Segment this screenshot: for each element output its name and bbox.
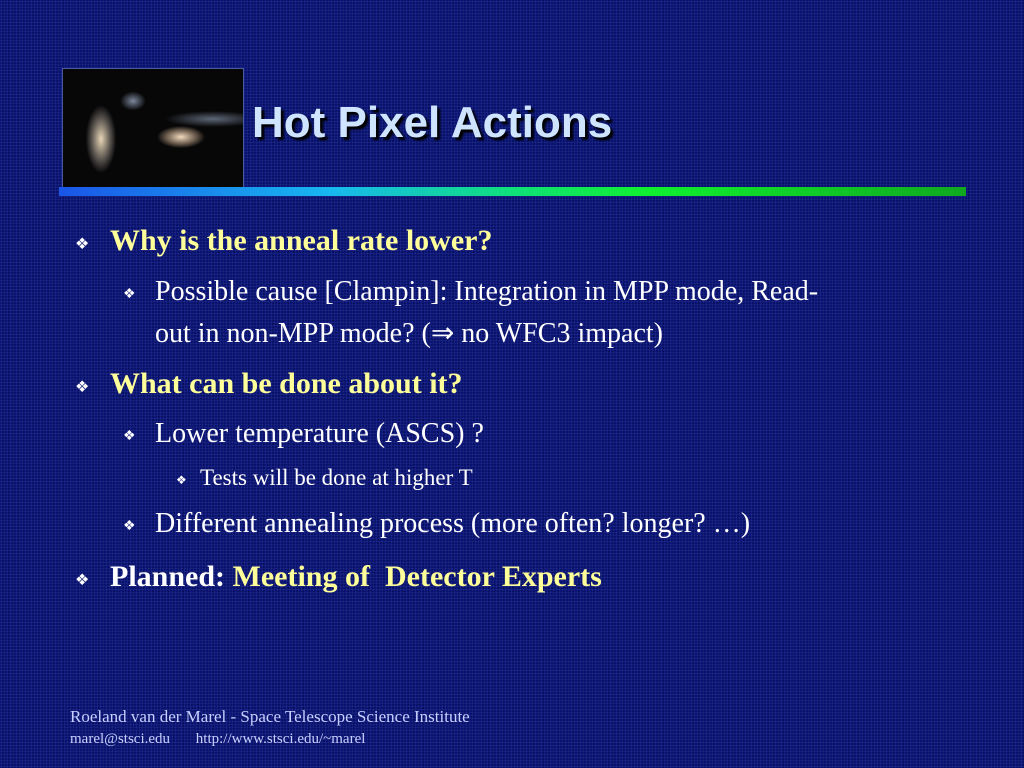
footer-author: Roeland van der Marel - Space Telescope … <box>70 707 470 726</box>
diamond-bullet-icon: ❖ <box>123 429 136 444</box>
bullet-different-annealing: Different annealing process (more often?… <box>155 508 751 539</box>
galaxy-image <box>62 68 244 188</box>
bullet-why-anneal-lower: Why is the anneal rate lower? <box>110 224 493 257</box>
bullet-what-can-be-done: What can be done about it? <box>110 367 463 400</box>
bullet-possible-cause-line1: Possible cause [Clampin]: Integration in… <box>155 276 819 307</box>
bullet-planned-meeting: Planned: Meeting of Detector Experts <box>110 560 602 594</box>
footer-email[interactable]: marel@stsci.edu <box>70 731 171 747</box>
meeting-text: Meeting of Detector Experts <box>232 560 602 593</box>
bullet-lower-temperature: Lower temperature (ASCS) ? <box>155 418 484 449</box>
slide-title: Hot Pixel Actions <box>252 98 613 147</box>
diamond-bullet-icon: ❖ <box>75 572 90 589</box>
planned-label: Planned: <box>110 560 233 593</box>
diamond-bullet-icon: ❖ <box>75 236 90 253</box>
diamond-bullet-icon: ❖ <box>75 379 90 396</box>
bullet-tests-higher-t: Tests will be done at higher T <box>200 465 473 490</box>
footer-url[interactable]: http://www.stsci.edu/~marel <box>195 731 366 747</box>
diamond-bullet-icon: ❖ <box>123 287 136 302</box>
diamond-bullet-icon: ❖ <box>176 473 187 487</box>
bullet-possible-cause-line2: out in non-MPP mode? (⇒ no WFC3 impact) <box>155 318 663 349</box>
diamond-bullet-icon: ❖ <box>123 519 136 534</box>
footer-contact: marel@stsci.edu http://www.stsci.edu/~ma… <box>70 731 365 748</box>
title-gradient-divider <box>59 187 966 196</box>
